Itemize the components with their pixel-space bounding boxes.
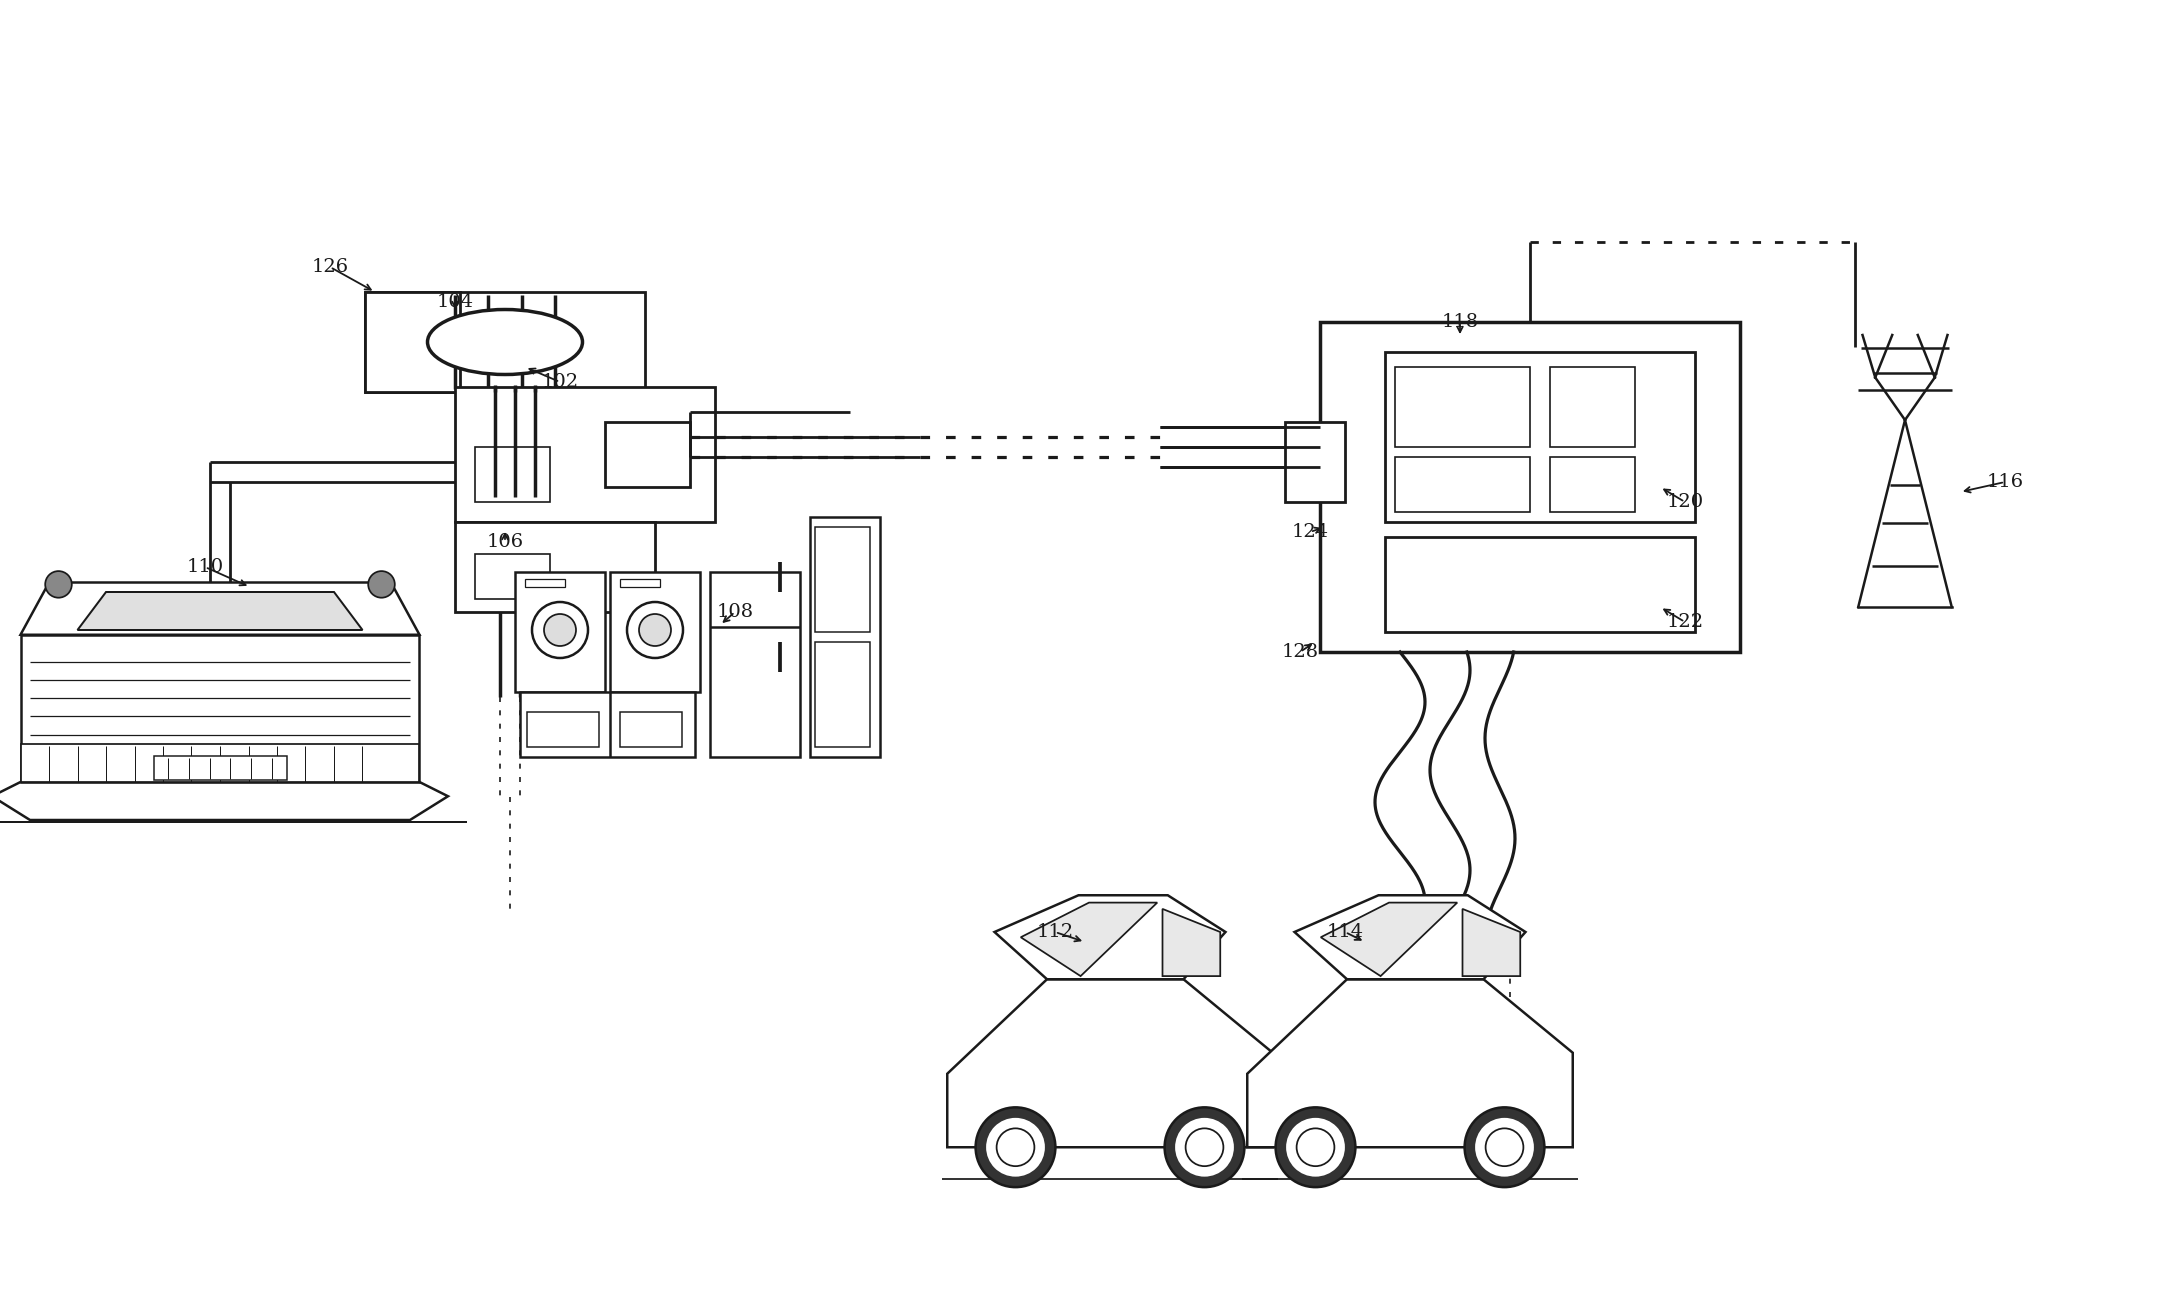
Text: 128: 128 [1282, 643, 1319, 661]
Bar [619, 578, 661, 588]
Circle shape [639, 613, 671, 646]
Text: 114: 114 [1326, 923, 1365, 942]
Text: 126: 126 [311, 258, 348, 276]
Text: 122: 122 [1667, 613, 1704, 632]
Bar [515, 572, 604, 693]
Circle shape [1475, 1118, 1534, 1176]
Bar [1384, 537, 1695, 632]
Circle shape [46, 571, 72, 598]
Bar [476, 554, 550, 599]
Circle shape [1176, 1118, 1234, 1176]
Bar [365, 292, 645, 392]
Ellipse shape [428, 310, 582, 375]
Text: 104: 104 [437, 293, 474, 311]
Circle shape [1465, 1108, 1545, 1187]
Bar [20, 744, 419, 782]
Bar [365, 292, 461, 392]
Bar [526, 578, 565, 588]
Bar [1284, 422, 1345, 502]
Text: 102: 102 [541, 374, 578, 390]
Polygon shape [947, 979, 1273, 1148]
Text: 106: 106 [487, 533, 524, 551]
Bar [1319, 322, 1741, 652]
Polygon shape [1247, 979, 1573, 1148]
Bar [815, 527, 869, 632]
Circle shape [1286, 1118, 1345, 1176]
Bar [1549, 457, 1634, 512]
Polygon shape [1462, 909, 1521, 977]
Polygon shape [1295, 895, 1525, 979]
Text: 110: 110 [187, 558, 224, 576]
Bar [1547, 1105, 1573, 1126]
Bar [811, 518, 880, 757]
Bar [1549, 367, 1634, 447]
Bar [1395, 457, 1530, 512]
Polygon shape [78, 591, 363, 630]
Circle shape [367, 571, 395, 598]
Text: 124: 124 [1291, 523, 1328, 541]
Bar [619, 712, 682, 747]
Bar [1384, 351, 1695, 521]
Bar [604, 422, 691, 486]
Bar [154, 756, 287, 779]
Bar [711, 572, 800, 757]
Circle shape [1165, 1108, 1245, 1187]
Polygon shape [995, 895, 1226, 979]
Bar [454, 521, 654, 612]
Text: 112: 112 [1037, 923, 1073, 942]
Bar [947, 1105, 963, 1126]
Polygon shape [1021, 903, 1158, 977]
Circle shape [987, 1118, 1045, 1176]
Circle shape [543, 613, 576, 646]
Text: 120: 120 [1667, 493, 1704, 511]
Bar [611, 572, 700, 693]
Bar [454, 387, 715, 521]
Circle shape [976, 1108, 1056, 1187]
Bar [1247, 1105, 1263, 1126]
Polygon shape [1321, 903, 1458, 977]
Circle shape [1276, 1108, 1356, 1187]
Bar [20, 634, 419, 782]
Text: 108: 108 [717, 603, 754, 621]
Bar [476, 447, 550, 502]
Polygon shape [0, 782, 448, 820]
Text: 116: 116 [1986, 473, 2023, 492]
Bar [1395, 367, 1530, 447]
Text: 118: 118 [1441, 313, 1478, 331]
Circle shape [532, 602, 589, 658]
Polygon shape [20, 582, 419, 634]
Circle shape [628, 602, 682, 658]
Polygon shape [1163, 909, 1221, 977]
Bar [1247, 1105, 1273, 1126]
Bar [528, 712, 600, 747]
Bar [815, 642, 869, 747]
Bar [519, 693, 695, 757]
